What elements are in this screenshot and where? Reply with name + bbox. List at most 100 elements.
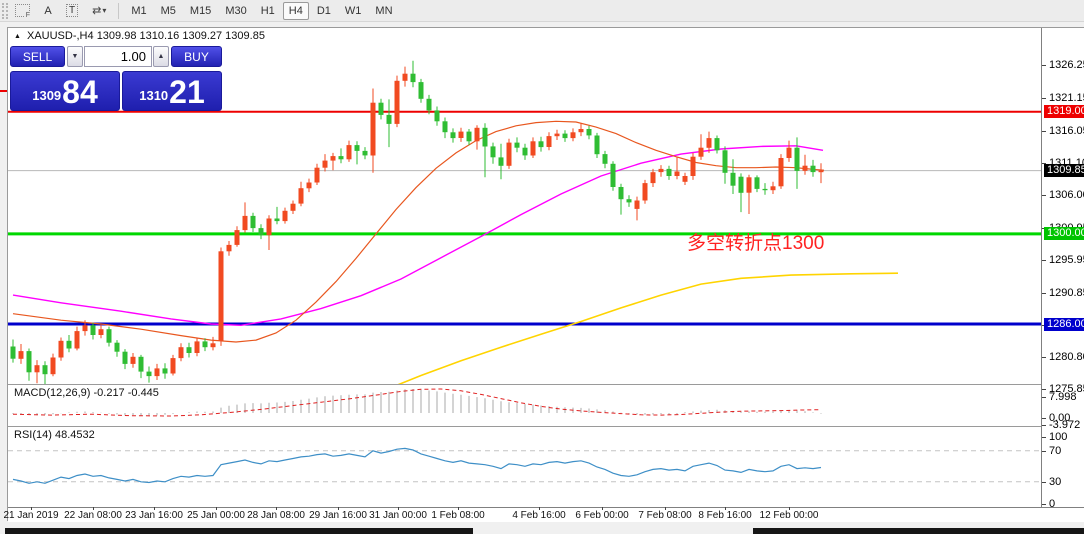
timeframe-button-M15[interactable]: M15 (189, 4, 212, 17)
timeframe-buttons: M1 M5 M15 M30 H1 H4 D1 W1 MN (124, 1, 399, 20)
main-chart-canvas[interactable] (8, 28, 1041, 384)
price-level-badge: 1300.00 (1044, 227, 1084, 240)
date-axis[interactable]: 21 Jan 2019 22 Jan 08:00 23 Jan 16:00 25… (3, 507, 1084, 522)
indicator-scale-label: 7.998 (1049, 391, 1077, 403)
price-tick (1042, 260, 1046, 261)
ohlc-low: 1309.27 (182, 30, 223, 42)
price-tick (1042, 65, 1046, 66)
date-tick-label: 7 Feb 08:00 (638, 510, 692, 521)
timeframe-button-M5[interactable]: M5 (160, 4, 176, 17)
date-tick-label: 12 Feb 00:00 (759, 510, 819, 521)
macd-values: -0.217 -0.445 (93, 387, 159, 399)
macd-label: MACD(12,26,9) -0.217 -0.445 (14, 387, 159, 399)
date-tick (276, 507, 277, 510)
toolbar-separator (118, 2, 120, 19)
date-tick (31, 507, 32, 510)
rsi-label: RSI(14) 48.4532 (14, 429, 95, 441)
ohlc-close: 1309.85 (225, 30, 265, 42)
timeframe-button-MN[interactable]: MN (375, 4, 393, 17)
macd-signal-line (12, 388, 822, 417)
indicator-scale-tick (1042, 437, 1046, 438)
price-level-badge: 1286.00 (1044, 318, 1084, 331)
volume-decrease-button[interactable]: ▼ (67, 46, 83, 67)
candles-layer (10, 60, 824, 384)
timeframe-button-W1[interactable]: W1 (344, 4, 362, 17)
date-tick-label: 28 Jan 08:00 (247, 510, 305, 521)
ma-mid-line (12, 145, 824, 327)
chart-window: ▲ XAUUSD-,H4 1309.98 1310.16 1309.27 130… (3, 27, 1084, 522)
sell-price-big: 84 (62, 74, 98, 110)
price-tick-label: 1306.00 (1049, 189, 1084, 201)
chart-annotation-text: 多空转折点1300 (687, 233, 825, 254)
timeframe-button-H4[interactable]: H4 (282, 1, 309, 20)
sell-price-small: 1309 (32, 88, 62, 103)
date-tick (725, 507, 726, 510)
date-tick (93, 507, 94, 510)
price-level-badge: 1309.85 (1044, 164, 1084, 177)
macd-panel-canvas[interactable] (8, 386, 1041, 426)
resistance-line-edge (0, 90, 7, 92)
fibonacci-tool-icon: F (15, 4, 30, 19)
indicator-scale-label: -3.972 (1049, 419, 1081, 431)
date-tick (665, 507, 666, 510)
sell-button[interactable]: SELL (10, 46, 65, 67)
fibonacci-tool-button[interactable]: F (9, 2, 36, 20)
price-tick-label: 1295.95 (1049, 254, 1084, 266)
panel-divider-macd[interactable] (8, 384, 1041, 386)
date-tick-label: 23 Jan 16:00 (125, 510, 183, 521)
timeframe-button-M30[interactable]: M30 (225, 4, 247, 17)
arrows-tool-button[interactable]: ⇄ ▾ (86, 2, 112, 20)
date-tick-label: 6 Feb 00:00 (575, 510, 629, 521)
chart-symbol: XAUUSD-,H4 (27, 30, 94, 42)
price-level-badge: 1319.00 (1044, 105, 1084, 118)
price-tick (1042, 357, 1046, 358)
price-tick (1042, 389, 1046, 390)
date-tick (602, 507, 603, 510)
price-tick-label: 1280.80 (1049, 351, 1084, 363)
price-tick (1042, 293, 1046, 294)
price-tick-label: 1290.85 (1049, 287, 1084, 299)
price-tick-label: 1275.85 (1049, 383, 1084, 395)
buy-price-panel[interactable]: 1310 21 (122, 71, 222, 111)
chart-header: ▲ XAUUSD-,H4 1309.98 1310.16 1309.27 130… (14, 30, 265, 42)
text-tool-icon: T (66, 4, 79, 17)
rsi-line (12, 447, 822, 484)
arrows-tool-icon: ⇄ (92, 5, 101, 17)
timeframe-button-M1[interactable]: M1 (131, 4, 147, 17)
date-tick (338, 507, 339, 510)
ma-slow-line (397, 272, 899, 384)
indicator-scale-label: 0 (1049, 498, 1056, 510)
text-tool-button[interactable]: T (60, 2, 84, 20)
date-tick-label: 21 Jan 2019 (3, 510, 59, 521)
price-axis[interactable]: 1326.25 1321.15 1316.05 1311.10 1306.00 … (1041, 28, 1084, 510)
indicator-scale-label: 70 (1049, 445, 1062, 457)
background-window-strip (5, 528, 473, 534)
price-tick (1042, 163, 1046, 164)
date-tick-label: 4 Feb 16:00 (512, 510, 566, 521)
rsi-value: 48.4532 (54, 429, 95, 441)
date-tick (539, 507, 540, 510)
volume-input[interactable] (84, 46, 152, 67)
collapse-arrow-icon[interactable]: ▲ (14, 33, 21, 40)
price-tick-label: 1316.05 (1049, 125, 1084, 137)
price-tick (1042, 98, 1046, 99)
timeframe-button-D1[interactable]: D1 (316, 4, 331, 17)
indicator-scale-tick (1042, 451, 1046, 452)
buy-button[interactable]: BUY (171, 46, 222, 67)
chevron-down-icon[interactable]: ▾ (102, 6, 107, 15)
indicator-scale-tick (1042, 425, 1046, 426)
indicator-scale-label: 0.00 (1049, 412, 1071, 424)
ohlc-open: 1309.98 (96, 30, 137, 42)
price-tick (1042, 195, 1046, 196)
toolbar-grip[interactable] (2, 2, 8, 19)
sell-price-panel[interactable]: 1309 84 (10, 71, 120, 111)
indicator-scale-label: 100 (1049, 431, 1068, 443)
volume-increase-button[interactable]: ▲ (153, 46, 169, 67)
panel-divider-rsi[interactable] (8, 426, 1041, 428)
timeframe-button-H1[interactable]: H1 (260, 4, 275, 17)
date-tick (458, 507, 459, 510)
background-window-strip (753, 528, 1084, 534)
text-label-tool-button[interactable]: A (38, 2, 58, 20)
rsi-panel-canvas[interactable] (8, 428, 1041, 506)
indicator-scale-tick (1042, 397, 1046, 398)
